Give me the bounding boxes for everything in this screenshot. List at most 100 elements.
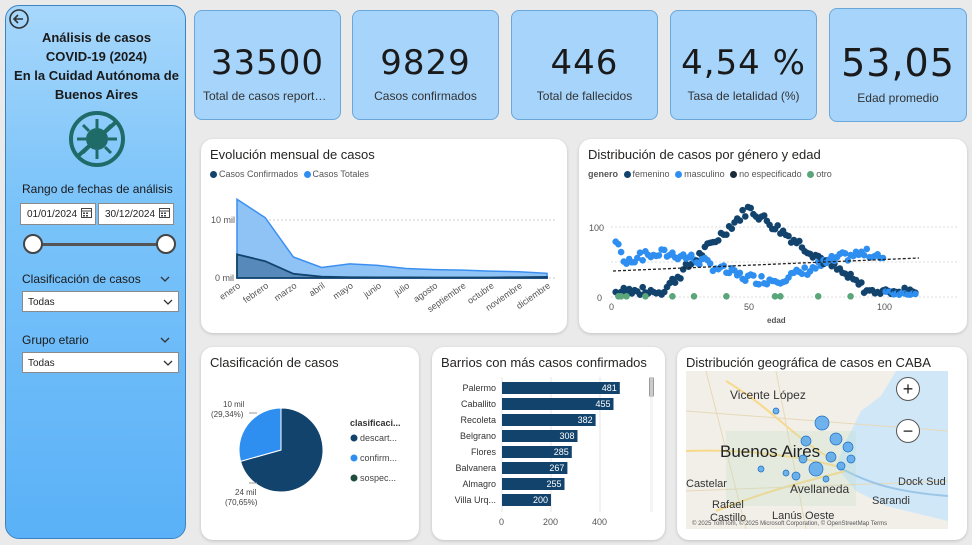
scatter-point-male[interactable] — [706, 260, 714, 267]
scatter-point-male[interactable] — [798, 270, 806, 278]
map-bubble[interactable] — [836, 461, 846, 471]
bar-Almagro[interactable] — [502, 478, 565, 490]
scatter-point-male[interactable] — [863, 245, 871, 253]
scatter-point-male[interactable] — [731, 267, 738, 274]
chevron-down-icon[interactable] — [160, 335, 170, 345]
scatter-point-female[interactable] — [715, 237, 722, 244]
classification-select[interactable]: Todas — [22, 291, 179, 312]
scatter-point-female[interactable] — [723, 231, 730, 238]
scatter-point-male[interactable] — [636, 249, 644, 256]
series-area-confirmed[interactable] — [236, 253, 548, 279]
scatter-point-female[interactable] — [677, 275, 684, 282]
map-bubble[interactable] — [800, 435, 812, 447]
scatter-point-female[interactable] — [847, 270, 854, 278]
scatter-point-other[interactable] — [617, 293, 625, 300]
map-bubble[interactable] — [829, 432, 843, 446]
calendar-icon[interactable] — [81, 207, 92, 218]
scatter-point-male[interactable] — [841, 250, 849, 257]
legend-item-total[interactable]: Casos Totales — [312, 169, 369, 179]
legend-item[interactable]: descart... — [360, 433, 397, 443]
scatter-point-female[interactable] — [636, 291, 644, 298]
scatter-point-male[interactable] — [742, 277, 749, 284]
map-bubble[interactable] — [791, 471, 801, 481]
scatter-point-other[interactable] — [777, 293, 784, 300]
scatter-point-other[interactable] — [771, 293, 779, 300]
scatter-point-male[interactable] — [755, 281, 763, 288]
date-slider-track[interactable] — [33, 243, 170, 246]
scatter-point-male[interactable] — [688, 251, 695, 259]
chevron-down-icon[interactable] — [160, 274, 170, 284]
scatter-point-female[interactable] — [747, 204, 754, 212]
scatter-point-other[interactable] — [847, 293, 854, 300]
date-start-input[interactable]: 01/01/2024 — [20, 203, 96, 225]
scatter-point-male[interactable] — [860, 251, 868, 259]
scrollbar-track[interactable] — [650, 377, 653, 512]
scatter-point-male[interactable] — [615, 240, 622, 248]
scatter-point-female[interactable] — [760, 212, 768, 219]
caba-map[interactable]: Vicente López Buenos Aires Avellaneda Do… — [686, 371, 948, 529]
legend-item[interactable]: sospec... — [360, 473, 396, 483]
scatter-point-female[interactable] — [639, 283, 646, 291]
scatter-point-other[interactable] — [642, 293, 649, 300]
scatter-point-male[interactable] — [750, 272, 757, 279]
scatter-point-male[interactable] — [655, 252, 663, 259]
legend-item-male[interactable]: masculino — [684, 169, 725, 179]
date-slider-start-handle[interactable] — [23, 234, 43, 254]
scatter-point-female[interactable] — [742, 213, 749, 220]
scatter-point-other[interactable] — [623, 293, 630, 300]
scatter-point-male[interactable] — [812, 265, 819, 272]
map-bubble[interactable] — [846, 454, 856, 464]
map-bubble[interactable] — [814, 415, 830, 431]
scatter-point-female[interactable] — [661, 288, 668, 296]
scatter-point-male[interactable] — [639, 257, 646, 264]
scatter-point-female[interactable] — [620, 284, 628, 292]
monthly-area-chart[interactable]: 10 mil 0 mil enero febrero marzo abril mayo j… — [201, 139, 567, 333]
calendar-icon[interactable] — [159, 207, 170, 218]
scatter-point-other[interactable] — [814, 293, 822, 300]
date-end-input[interactable]: 30/12/2024 — [98, 203, 174, 225]
legend-item[interactable]: confirm... — [360, 453, 397, 463]
map-bubble[interactable] — [808, 461, 824, 477]
scatter-point-male[interactable] — [696, 261, 703, 268]
scatter-point-female[interactable] — [728, 225, 736, 232]
scatter-point-female[interactable] — [774, 222, 781, 229]
pie-slice-discarded[interactable] — [239, 407, 324, 493]
map-bubble[interactable] — [825, 451, 837, 463]
date-slider-end-handle[interactable] — [156, 234, 176, 254]
scatter-point-male[interactable] — [879, 254, 887, 262]
legend-item-female[interactable]: femenino — [632, 169, 670, 179]
age-group-select[interactable]: Todas — [22, 352, 179, 373]
scatter-point-female[interactable] — [671, 279, 679, 286]
scatter-point-female[interactable] — [739, 206, 746, 214]
bar-Balvanera[interactable] — [502, 462, 568, 474]
scatter-point-male[interactable] — [912, 290, 919, 298]
map-bubble[interactable] — [822, 475, 830, 483]
scatter-point-other[interactable] — [690, 293, 698, 300]
scatter-point-male[interactable] — [736, 269, 744, 277]
scatter-point-male[interactable] — [758, 273, 765, 280]
classification-pie-chart[interactable]: 10 mil (29,34%) 24 mil (70,65%) clasific… — [201, 347, 419, 540]
scatter-point-female[interactable] — [858, 279, 865, 286]
bar-Flores[interactable] — [502, 446, 572, 458]
scatter-point-other[interactable] — [669, 293, 676, 300]
bar-Villa Urq...[interactable] — [502, 494, 551, 506]
zoom-in-button[interactable]: + — [896, 377, 920, 401]
scatter-point-male[interactable] — [634, 254, 641, 262]
back-arrow-icon[interactable] — [8, 8, 30, 30]
neighborhood-bar-chart[interactable]: Palermo 481 Caballito 455 Recoleta 382 Belgran… — [432, 347, 665, 540]
map-bubble[interactable] — [757, 465, 765, 473]
zoom-out-button[interactable]: − — [896, 419, 920, 443]
bar-Palermo[interactable] — [502, 382, 620, 394]
legend-item-confirmed[interactable]: Casos Confirmados — [219, 169, 299, 179]
pie-slice-confirmed[interactable] — [238, 407, 282, 462]
map-bubble[interactable] — [842, 441, 854, 453]
bar-Belgrano[interactable] — [502, 430, 578, 442]
scatter-point-male[interactable] — [801, 264, 808, 271]
map-attribution[interactable]: © 2025 TomTom, © 2025 Microsoft Corporat… — [692, 520, 887, 527]
gender-age-scatter[interactable]: 100 0 0 50 100 edad — [579, 139, 967, 333]
map-bubble[interactable] — [798, 454, 808, 464]
bar-Caballito[interactable] — [502, 398, 614, 410]
scatter-point-other[interactable] — [723, 293, 730, 300]
legend-item-unspecified[interactable]: no especificado — [739, 169, 802, 179]
scatter-point-male[interactable] — [661, 246, 668, 254]
